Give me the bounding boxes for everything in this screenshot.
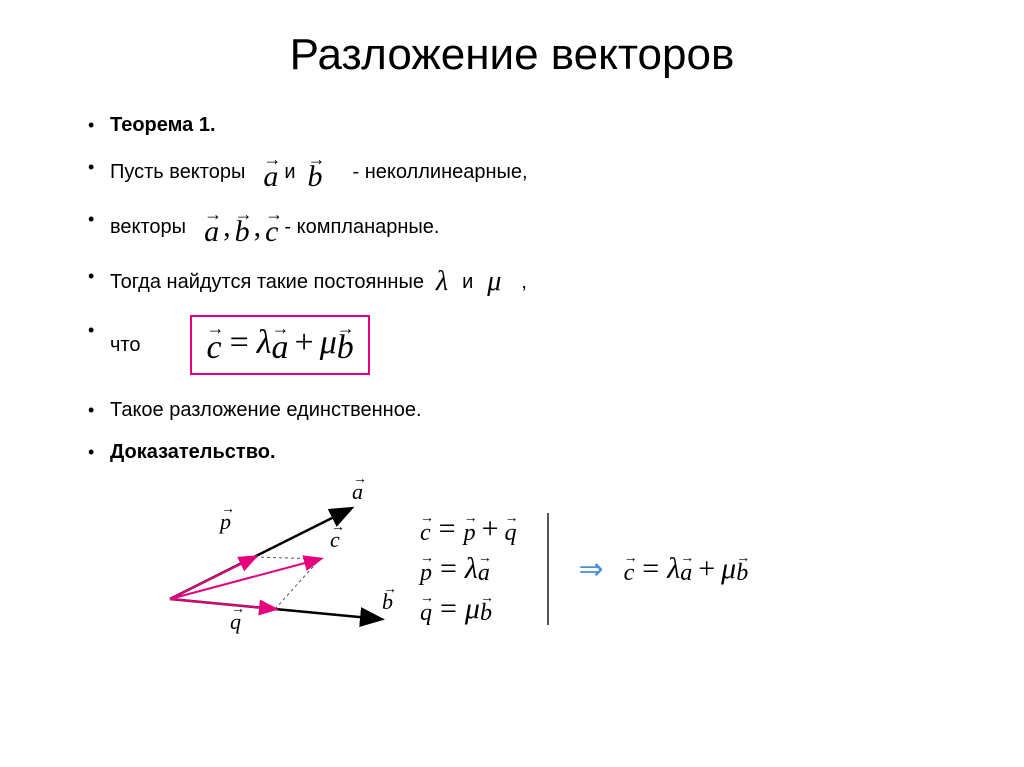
line1-and: и (284, 157, 295, 187)
theorem-label: Теорема 1. (110, 114, 216, 136)
diagram-vec-q (170, 599, 275, 609)
line3-and: и (462, 267, 473, 297)
eq-qmb: →q = μ →b (420, 593, 517, 625)
svg-text:→: → (331, 518, 345, 534)
fm-c: → c (206, 321, 221, 365)
proof-equations: →c = →p + →q →p = λ →a →q = μ →b (420, 513, 549, 625)
proof-area: a→b→c→p→q→ →c = →p + →q →p = λ →a →q = μ… (80, 479, 944, 659)
bullet-list: Теорема 1. Пусть векторы → a и → b - нек… (80, 110, 944, 467)
line5-text: Такое разложение единственное. (110, 399, 422, 421)
vec-a2: → a (204, 207, 219, 247)
bullet-line5: Такое разложение единственное. (80, 395, 944, 425)
implies-arrow-icon: ⇒ (579, 552, 604, 587)
line1-suffix: - неколлинеарные, (353, 157, 528, 187)
line3-suffix: , (521, 267, 527, 297)
line6-text: Доказательство. (110, 441, 276, 463)
line4-text: что (110, 330, 140, 360)
svg-text:→: → (383, 580, 397, 596)
eq-pla: →p = λ →a (420, 553, 517, 585)
diagram-svg: a→b→c→p→q→ (120, 479, 400, 659)
svg-text:→: → (231, 600, 245, 616)
bullet-line2: векторы → a , → b , → c - компланарные. (80, 204, 944, 249)
mu-sym: μ (487, 261, 501, 303)
line2-prefix: векторы (110, 212, 186, 242)
svg-text:→: → (221, 500, 235, 516)
vec-b: → b (308, 152, 323, 192)
bullet-line1: Пусть векторы → a и → b - неколлинеарные… (80, 152, 944, 192)
fm-lambda: λ (257, 323, 272, 364)
main-formula-box: → c = λ → a + μ → b (190, 315, 369, 375)
svg-text:→: → (353, 479, 367, 486)
line1-prefix: Пусть векторы (110, 157, 245, 187)
bullet-line3: Тогда найдутся такие постоянные λ и μ , (80, 261, 944, 303)
fm-b: → b (337, 321, 354, 365)
bullet-theorem: Теорема 1. (80, 110, 944, 140)
bullet-line6: Доказательство. (80, 437, 944, 467)
bullet-line4: что → c = λ → a + μ (80, 315, 944, 375)
fm-a: → a (272, 321, 289, 365)
page-title: Разложение векторов (80, 30, 944, 80)
diagram-vec-c (170, 559, 320, 599)
proof-result: ⇒ →c = λ →a + μ →b (579, 552, 749, 587)
diagram-vec-p (170, 557, 255, 599)
vector-diagram: a→b→c→p→q→ (120, 479, 400, 659)
vec-b2: → b (235, 207, 250, 247)
vec-c2: → c (265, 207, 278, 247)
lambda-sym: λ (436, 261, 448, 303)
vec-a: → a (263, 152, 278, 192)
eq-cpq: →c = →p + →q (420, 513, 517, 545)
slide: Разложение векторов Теорема 1. Пусть век… (0, 0, 1024, 679)
line2-suffix: - компланарные. (284, 212, 439, 242)
fm-mu: μ (320, 323, 337, 364)
line3-prefix: Тогда найдутся такие постоянные (110, 267, 424, 297)
